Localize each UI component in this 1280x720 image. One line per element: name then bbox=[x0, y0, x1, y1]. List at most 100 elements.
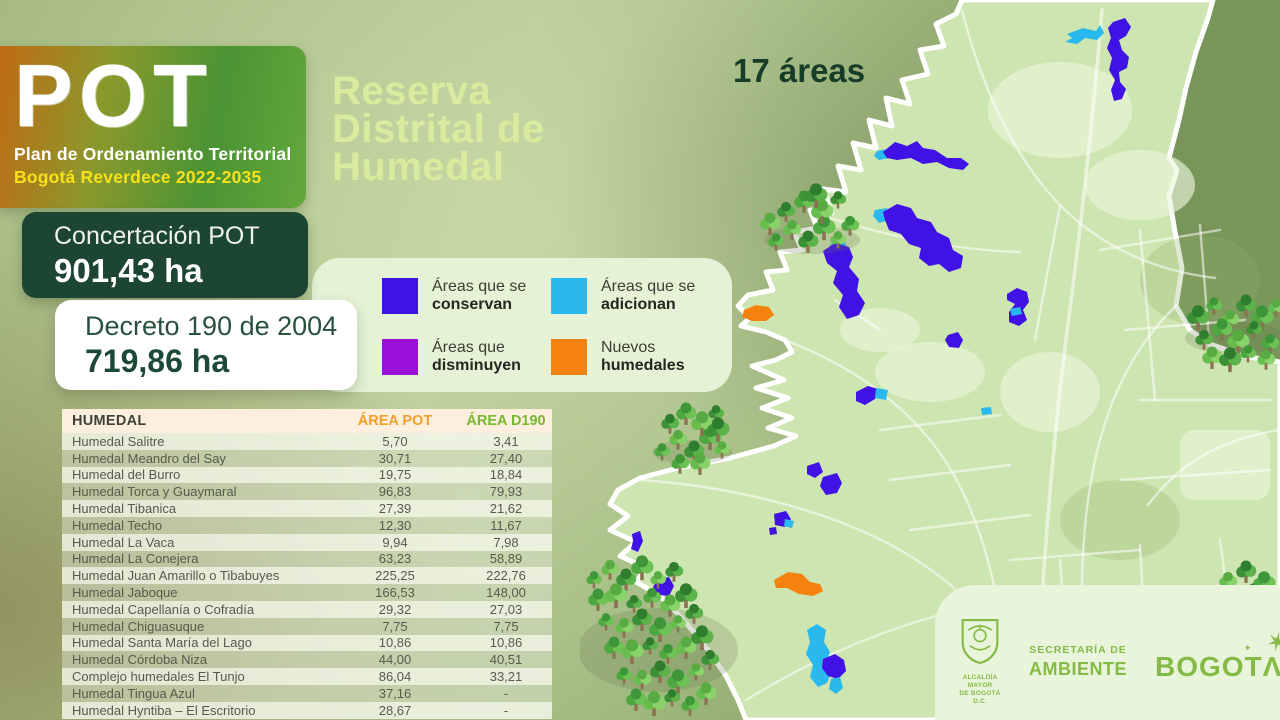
table-row: Humedal Tingua Azul 37,16 - bbox=[62, 684, 552, 702]
tree-icon bbox=[777, 201, 796, 222]
wetland-adicionada bbox=[1065, 25, 1104, 44]
alcaldia-caption: ALCALDÍA MAYOR DE BOGOTÁ D.C. bbox=[959, 674, 1001, 706]
tree-icon bbox=[768, 233, 785, 251]
bogota-logo: BOGOTΛ ✶ ✦ bbox=[1155, 624, 1280, 683]
title-line: Humedal bbox=[332, 145, 505, 189]
area-d190-value: 10,86 bbox=[489, 635, 523, 651]
tree-icon bbox=[675, 583, 698, 609]
wetland-tunjo-adicionada bbox=[829, 677, 843, 694]
humedal-name: Humedal Hyntiba – El Escritorio bbox=[72, 702, 256, 718]
wetland-la-vaca bbox=[769, 527, 777, 535]
tree-icon bbox=[664, 689, 681, 707]
area-pot-value: 86,04 bbox=[378, 669, 412, 685]
tree-icon bbox=[1261, 333, 1280, 354]
land-use-patches bbox=[840, 62, 1270, 700]
tree-icon bbox=[616, 667, 633, 685]
wetland-nuevo bbox=[742, 305, 774, 321]
humedal-name: Humedal Techo bbox=[72, 517, 163, 533]
bogota-stylized-a: Λ bbox=[1262, 650, 1280, 682]
table-row: Humedal La Vaca 9,94 7,98 bbox=[62, 533, 552, 551]
table-row: Humedal La Conejera 63,23 58,89 bbox=[62, 550, 552, 568]
legend-label-line1: Nuevos bbox=[601, 338, 656, 356]
tree-icon bbox=[1240, 345, 1257, 363]
legend-label-line2: humedales bbox=[601, 356, 685, 374]
tree-icon bbox=[598, 613, 615, 631]
tree-icon bbox=[669, 429, 688, 450]
tree-icon bbox=[1187, 305, 1210, 331]
area-d190-value: 7,98 bbox=[493, 534, 519, 550]
humedal-name: Humedal Meandro del Say bbox=[72, 450, 226, 466]
area-pot-value: 96,83 bbox=[378, 484, 412, 500]
table-row: Humedal Meandro del Say 30,71 27,40 bbox=[62, 449, 552, 467]
area-d190-value: 148,00 bbox=[486, 585, 526, 601]
tree-icon bbox=[1221, 309, 1240, 330]
tree-icon bbox=[670, 615, 687, 633]
bogota-map bbox=[580, 0, 1280, 720]
legend-label-line2: disminuyen bbox=[432, 356, 521, 374]
pot-tagline: Bogotá Reverdece 2022-2035 bbox=[14, 167, 262, 187]
legend-label-line1: Áreas que se bbox=[432, 278, 527, 296]
area-d190-value: 21,62 bbox=[489, 501, 523, 517]
wetland-adicionada bbox=[784, 519, 794, 528]
area-d190-value: 58,89 bbox=[489, 551, 523, 567]
legend-swatch bbox=[551, 338, 587, 375]
wetland-torca-guaymaral bbox=[1107, 18, 1131, 101]
secretaria-ambiente-logo: SECRETARÍA DE AMBIENTE bbox=[1029, 645, 1127, 678]
area-d190-value: 18,84 bbox=[489, 467, 523, 483]
concertacion-label: Concertación POT bbox=[54, 222, 260, 250]
tree-icon bbox=[830, 191, 847, 209]
tree-icon bbox=[841, 215, 860, 236]
area-pot-value: 37,16 bbox=[378, 685, 412, 701]
tree-icon bbox=[621, 639, 644, 665]
tree-icon bbox=[665, 561, 684, 582]
wetland-adicionada bbox=[875, 388, 888, 400]
tree-icon bbox=[676, 636, 697, 659]
wetland-del-burro bbox=[631, 531, 643, 552]
table-row: Humedal Chiguasuque 7,75 7,75 bbox=[62, 617, 552, 635]
concertacion-value: 901,43 ha bbox=[54, 252, 203, 289]
tree-icon bbox=[707, 417, 730, 443]
tree-icon bbox=[783, 219, 802, 240]
pot-acronym: POT bbox=[14, 46, 213, 145]
area-pot-value: 44,00 bbox=[378, 652, 412, 668]
area-pot-value: 7,75 bbox=[382, 618, 408, 634]
legend-label-line1: Áreas que bbox=[432, 338, 505, 356]
tree-icon bbox=[604, 636, 625, 659]
area-pot-value: 30,71 bbox=[378, 450, 412, 466]
humedal-name: Complejo humedales El Tunjo bbox=[72, 669, 245, 685]
legend-item: Áreas que se conservan bbox=[382, 278, 543, 315]
legend-item: Nuevos humedales bbox=[551, 338, 712, 375]
legend-swatch bbox=[382, 278, 418, 315]
legend-label: Áreas que se adicionan bbox=[601, 278, 695, 314]
area-d190-value: - bbox=[503, 685, 509, 701]
tree-icon bbox=[690, 452, 711, 475]
tree-icon bbox=[654, 443, 671, 461]
area-pot-value: 19,75 bbox=[378, 467, 412, 483]
tree-icon bbox=[632, 608, 653, 631]
tree-icon bbox=[798, 230, 819, 253]
wetland-santa-maria-del-lago bbox=[945, 332, 963, 348]
area-d190-value: 79,93 bbox=[489, 484, 523, 500]
tree-icon bbox=[1212, 318, 1233, 341]
tree-icon bbox=[1195, 329, 1214, 350]
header-area-d190: ÁREA D190 bbox=[466, 413, 546, 429]
tree-icon bbox=[659, 643, 678, 664]
footer-brand-bar: ALCALDÍA MAYOR DE BOGOTÁ D.C. SECRETARÍA… bbox=[935, 585, 1280, 720]
map-legend: Áreas que se conservan Áreas que se adicion… bbox=[312, 258, 732, 392]
pot-subtitle: Plan de Ordenamiento Territorial bbox=[14, 144, 292, 164]
tree-icon bbox=[688, 663, 705, 681]
table-row: Humedal Jaboque 166,53 148,00 bbox=[62, 584, 552, 601]
tree-icon bbox=[661, 413, 680, 434]
alcaldia-crest-icon bbox=[961, 618, 999, 664]
tree-icon bbox=[681, 695, 700, 716]
area-d190-value: 27,40 bbox=[489, 450, 523, 466]
wetland-la-conejera bbox=[883, 141, 969, 170]
tree-icon bbox=[626, 595, 643, 613]
area-d190-value: 222,76 bbox=[486, 568, 526, 584]
tree-icon bbox=[1236, 294, 1257, 317]
alcaldia-line2: DE BOGOTÁ D.C. bbox=[959, 689, 1001, 705]
area-d190-value: 3,41 bbox=[493, 433, 519, 449]
tree-icon bbox=[586, 571, 603, 589]
area-d190-value: 7,75 bbox=[493, 618, 519, 634]
